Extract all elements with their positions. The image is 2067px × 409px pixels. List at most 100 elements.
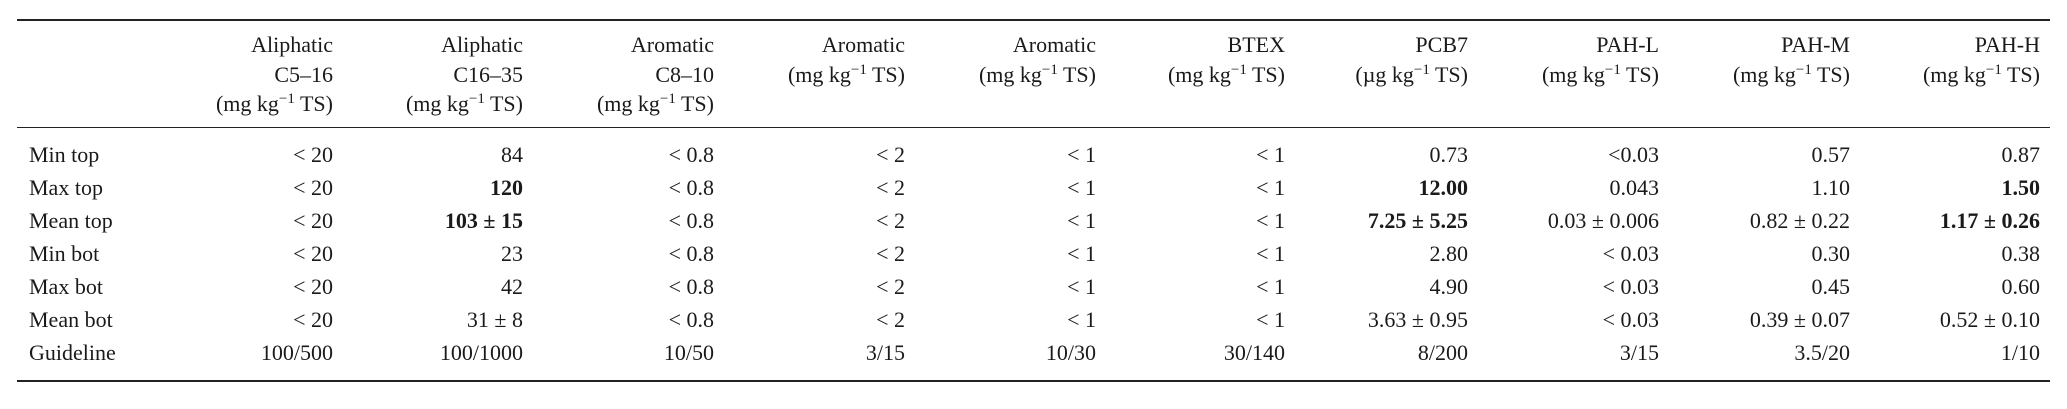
- table-cell: 23: [501, 240, 523, 266]
- header-line: Aromatic: [630, 32, 714, 57]
- unit-prefix: (mg kg: [215, 91, 279, 116]
- unit-prefix: (mg kg: [405, 91, 469, 116]
- unit-exponent: −1: [1041, 61, 1058, 78]
- table-cell: 12.00: [1418, 174, 1469, 200]
- table-cell: < 2: [876, 207, 905, 233]
- table-cell: < 1: [1067, 273, 1096, 299]
- row-label: Min top: [29, 141, 100, 167]
- table-cell: 0.043: [1609, 174, 1660, 200]
- column-header: PAH-H (mg kg−1 TS): [1860, 20, 2050, 128]
- unit-exponent: −1: [1230, 61, 1247, 78]
- table-cell: < 1: [1256, 240, 1285, 266]
- header-line: Aromatic: [1012, 32, 1096, 57]
- table-cell: < 2: [876, 174, 905, 200]
- table-cell: 2.80: [1429, 240, 1469, 266]
- table-cell: 4.90: [1429, 273, 1469, 299]
- table-cell: 0.87: [2001, 141, 2041, 167]
- header-line: BTEX: [1227, 32, 1285, 57]
- table-cell: 3/15: [1619, 339, 1659, 365]
- unit-suffix: TS): [2001, 61, 2040, 87]
- table-cell: < 0.03: [1602, 306, 1659, 332]
- header-unit: (mg kg−1 TS): [1860, 60, 2040, 90]
- header-unit: (mg kg−1 TS): [143, 89, 333, 119]
- table-cell: < 0.8: [668, 141, 714, 167]
- unit-prefix: (mg kg: [787, 61, 851, 87]
- unit-prefix: (mg kg: [978, 61, 1042, 87]
- header-line: C16–35: [453, 61, 523, 87]
- column-header: PCB7 (µg kg−1 TS): [1295, 20, 1478, 128]
- header-line: Aliphatic: [441, 32, 523, 57]
- unit-exponent: −1: [1985, 61, 2002, 78]
- unit-suffix: TS): [866, 61, 905, 87]
- table-cell: <0.03: [1608, 141, 1659, 167]
- table-cell: < 0.8: [668, 240, 714, 266]
- unit-prefix: (µg kg: [1355, 61, 1414, 87]
- table-cell: < 20: [293, 306, 333, 332]
- table-cell: < 0.03: [1602, 240, 1659, 266]
- header-unit: (mg kg−1 TS): [1106, 60, 1285, 90]
- table-cell: 30/140: [1223, 339, 1285, 365]
- table-cell: 100/1000: [439, 339, 523, 365]
- row-label: Guideline: [29, 339, 116, 365]
- header-line: Aromatic: [821, 32, 905, 57]
- table-cell: 103 ± 15: [444, 207, 523, 233]
- table-cell: < 1: [1067, 174, 1096, 200]
- row-label: Mean top: [29, 207, 113, 233]
- table-row: Mean bot < 20 31 ± 8 < 0.8 < 2 < 1 < 1 3.63 ± 0…: [17, 303, 2050, 336]
- header-row: Aliphatic C5–16 (mg kg−1 TS) Aliphatic C16–3…: [17, 20, 2050, 128]
- header-line: C5–16: [274, 61, 333, 87]
- unit-exponent: −1: [1604, 61, 1621, 78]
- table-cell: < 1: [1256, 174, 1285, 200]
- table-cell: < 2: [876, 141, 905, 167]
- table-cell: 31 ± 8: [466, 306, 523, 332]
- unit-suffix: TS): [1620, 61, 1659, 87]
- unit-suffix: TS): [1811, 61, 1850, 87]
- header-line: Aliphatic: [251, 32, 333, 57]
- table-cell: 84: [501, 141, 523, 167]
- table-cell: 7.25 ± 5.25: [1367, 207, 1468, 233]
- table-head: Aliphatic C5–16 (mg kg−1 TS) Aliphatic C16–3…: [17, 20, 2050, 128]
- table-cell: < 1: [1067, 306, 1096, 332]
- header-line: PAH-H: [1974, 32, 2040, 57]
- data-table: Aliphatic C5–16 (mg kg−1 TS) Aliphatic C16–3…: [17, 19, 2050, 382]
- table-cell: < 2: [876, 273, 905, 299]
- table-cell: < 0.8: [668, 273, 714, 299]
- unit-exponent: −1: [1795, 61, 1812, 78]
- table-cell: 0.82 ± 0.22: [1749, 207, 1850, 233]
- unit-exponent: −1: [850, 61, 867, 78]
- column-header: Aliphatic C16–35 (mg kg−1 TS): [343, 20, 533, 128]
- column-header: PAH-M (mg kg−1 TS): [1669, 20, 1860, 128]
- table-row: Min bot < 20 23 < 0.8 < 2 < 1 < 1 2.80 < 0.03 0.3…: [17, 237, 2050, 270]
- column-header: Aromatic (mg kg−1 TS): [724, 20, 915, 128]
- row-label: Max bot: [29, 273, 103, 299]
- table-cell: < 0.03: [1602, 273, 1659, 299]
- unit-exponent: −1: [1413, 61, 1430, 78]
- table-cell: 3.63 ± 0.95: [1367, 306, 1468, 332]
- row-label: Max top: [29, 174, 103, 200]
- table-row: Guideline 100/500 100/1000 10/50 3/15 10/30 30…: [17, 336, 2050, 381]
- header-unit: (mg kg−1 TS): [724, 60, 905, 90]
- table-cell: < 1: [1256, 141, 1285, 167]
- table-cell: < 1: [1256, 207, 1285, 233]
- table-cell: < 20: [293, 141, 333, 167]
- header-line: C8–10: [655, 61, 714, 87]
- table-cell: 0.38: [2001, 240, 2041, 266]
- table-cell: 0.03 ± 0.006: [1547, 207, 1659, 233]
- table-cell: < 0.8: [668, 174, 714, 200]
- table-row: Min top < 20 84 < 0.8 < 2 < 1 < 1 0.73 <0.03 0.57…: [17, 127, 2050, 171]
- header-unit: (mg kg−1 TS): [1478, 60, 1659, 90]
- column-header: Aromatic C8–10 (mg kg−1 TS): [533, 20, 724, 128]
- unit-prefix: (mg kg: [1922, 61, 1986, 87]
- table-cell: < 20: [293, 174, 333, 200]
- header-unit: (mg kg−1 TS): [1669, 60, 1850, 90]
- table-row: Mean top < 20 103 ± 15 < 0.8 < 2 < 1 < 1 7.25 ±…: [17, 204, 2050, 237]
- table-cell: 42: [501, 273, 523, 299]
- row-label: Min bot: [29, 240, 100, 266]
- column-header: BTEX (mg kg−1 TS): [1106, 20, 1295, 128]
- table-cell: 0.60: [2001, 273, 2041, 299]
- unit-suffix: TS): [675, 91, 714, 116]
- column-header: Aromatic (mg kg−1 TS): [915, 20, 1106, 128]
- row-label: Mean bot: [29, 306, 113, 332]
